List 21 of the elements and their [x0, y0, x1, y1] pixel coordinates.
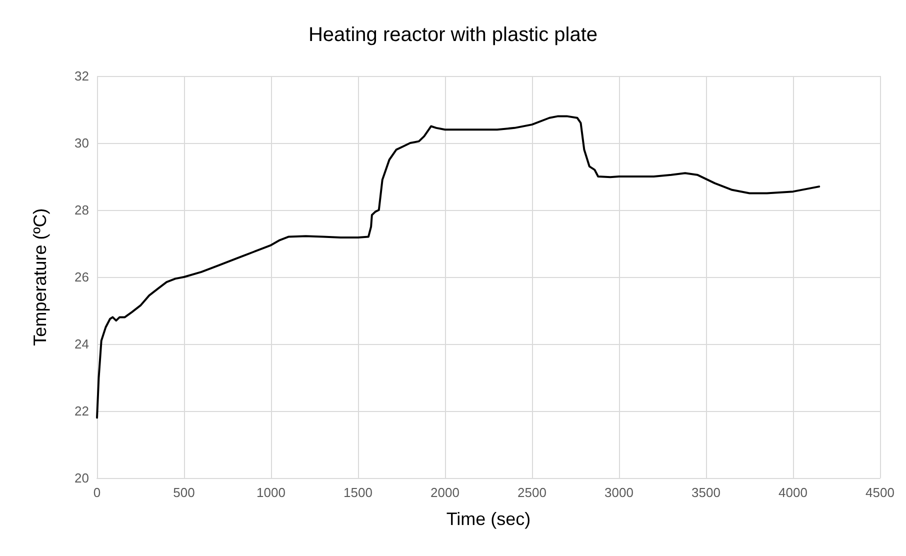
x-tick-label: 2500 [518, 485, 546, 500]
y-tick-label: 32 [74, 68, 89, 84]
x-tick-label: 0 [93, 485, 101, 500]
x-axis-title: Time (sec) [446, 509, 531, 529]
x-tick-label: 500 [173, 485, 195, 500]
y-tick-label: 30 [74, 136, 89, 150]
x-tick-label: 3500 [692, 485, 720, 500]
x-tick-label: 4500 [866, 485, 894, 500]
x-tick-label: 1500 [344, 485, 372, 500]
x-tick-label: 2000 [430, 485, 460, 500]
chart-title: Heating reactor with plastic plate [308, 24, 598, 46]
y-axis-title: Temperature (ºC) [30, 208, 50, 346]
y-tick-label: 20 [74, 470, 89, 486]
y-tick-label: 22 [74, 404, 89, 418]
y-tick-label: 26 [74, 270, 89, 284]
x-tick-label: 4000 [778, 485, 808, 500]
line-series [96, 115, 820, 419]
x-tick-label: 3000 [604, 485, 634, 500]
y-tick-label: 24 [74, 336, 89, 352]
x-tick-label: 1000 [256, 485, 286, 500]
y-tick-label: 28 [74, 202, 89, 218]
